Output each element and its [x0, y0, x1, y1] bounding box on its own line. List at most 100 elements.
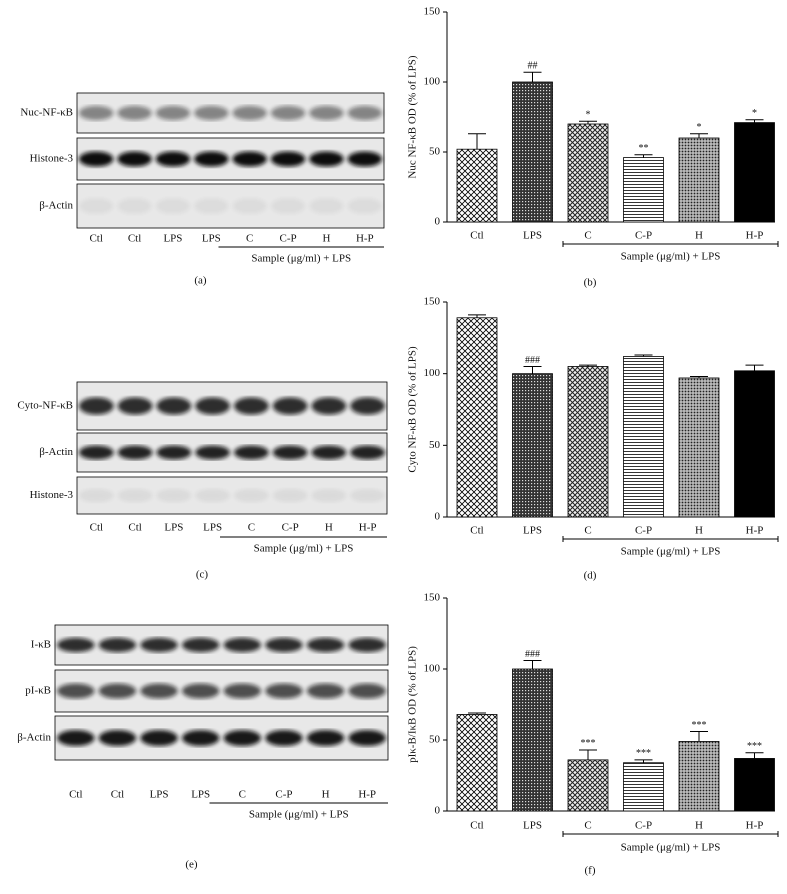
- bar: [678, 741, 720, 812]
- bar: [512, 668, 553, 812]
- blot-band: [78, 151, 114, 167]
- blot-row-label: β-Actin: [17, 732, 51, 744]
- blot-band: [156, 445, 192, 460]
- bar: [623, 356, 664, 518]
- lane-label: C: [248, 522, 255, 534]
- blot-band: [155, 151, 191, 167]
- x-tick-label: C: [584, 525, 591, 537]
- panel-caption: (f): [585, 865, 596, 877]
- blot-row-label: Histone-3: [30, 153, 74, 165]
- blot-band: [117, 488, 153, 503]
- x-tick-label: H-P: [746, 820, 764, 832]
- blot-row-label: β-Actin: [39, 200, 73, 212]
- bar: [512, 81, 553, 223]
- blot-band: [233, 445, 269, 460]
- blot-band: [57, 730, 95, 746]
- blot-band: [57, 637, 95, 653]
- blot-band: [194, 151, 229, 167]
- x-tick-label: C-P: [635, 820, 652, 832]
- blot-band: [348, 637, 386, 653]
- lane-label: Ctl: [128, 522, 141, 534]
- blot-band: [194, 198, 229, 214]
- blot-band: [78, 105, 114, 121]
- blot-band: [195, 397, 231, 415]
- blot-band: [311, 397, 347, 415]
- significance-label: *: [586, 109, 591, 120]
- y-axis-label: Cyto NF-κB OD (% of LPS): [407, 346, 419, 473]
- x-tick-label: H: [695, 820, 703, 832]
- blot-band: [233, 488, 269, 503]
- blot-band: [265, 637, 303, 653]
- significance-label: **: [639, 143, 649, 154]
- lane-label: C: [239, 789, 246, 801]
- lane-label: Ctl: [128, 233, 141, 245]
- blot-band: [306, 637, 345, 653]
- blot-band: [270, 198, 306, 214]
- lane-label: Ctl: [111, 789, 124, 801]
- y-tick-label: 0: [435, 511, 441, 523]
- lane-label: H: [322, 233, 330, 245]
- blot-band: [265, 683, 303, 699]
- bar: [734, 370, 775, 518]
- x-tick-label: Ctl: [470, 820, 483, 832]
- x-tick-label: H-P: [746, 525, 764, 537]
- blot-band: [265, 730, 303, 746]
- significance-label: ##: [528, 60, 538, 71]
- lane-label: LPS: [164, 522, 183, 534]
- bar: [623, 762, 664, 812]
- blot-band: [270, 105, 306, 121]
- blot-band: [347, 105, 383, 121]
- blot-row-label: β-Actin: [39, 446, 73, 458]
- lane-label: H: [322, 789, 330, 801]
- x-tick-label: LPS: [523, 230, 542, 242]
- blot-band: [309, 151, 344, 167]
- blot-band: [117, 397, 153, 415]
- x-tick-label: LPS: [523, 525, 542, 537]
- blot-band: [232, 151, 267, 167]
- y-tick-label: 100: [424, 76, 441, 88]
- panel-caption: (e): [185, 859, 198, 871]
- y-tick-label: 150: [424, 6, 441, 18]
- blot-band: [233, 397, 269, 415]
- blot-band: [181, 683, 220, 699]
- bar: [734, 122, 775, 223]
- blot-band: [223, 683, 262, 699]
- blot-band: [155, 105, 191, 121]
- y-tick-label: 150: [424, 592, 441, 604]
- blot-band: [78, 397, 114, 415]
- lane-label: H-P: [358, 789, 376, 801]
- panel-caption: (b): [584, 277, 597, 289]
- y-tick-label: 50: [429, 146, 441, 158]
- blot-band: [195, 488, 231, 503]
- y-tick-label: 100: [424, 663, 441, 675]
- bar: [678, 377, 720, 518]
- significance-label: ###: [525, 355, 540, 366]
- lane-label: H-P: [359, 522, 377, 534]
- x-tick-label: Ctl: [470, 525, 483, 537]
- x-tick-label: C-P: [635, 230, 652, 242]
- bar: [456, 714, 498, 812]
- significance-label: *: [752, 108, 757, 119]
- significance-label: ***: [581, 738, 596, 749]
- panel-caption: (c): [196, 569, 209, 581]
- blot-band: [78, 198, 114, 214]
- blot-band: [155, 198, 191, 214]
- blot-band: [140, 637, 178, 653]
- blot-band: [223, 637, 262, 653]
- blot-row-label: pI-κB: [25, 685, 51, 697]
- blot-band: [309, 198, 344, 214]
- y-axis-label: Nuc NF-κB OD (% of LPS): [407, 55, 419, 179]
- lane-label: C-P: [280, 233, 297, 245]
- significance-label: ***: [747, 741, 762, 752]
- bar: [456, 148, 498, 223]
- bar: [734, 758, 775, 812]
- bar: [678, 137, 720, 223]
- blot-row-label: Cyto-NF-κB: [17, 400, 73, 412]
- blot-band: [272, 397, 308, 415]
- x-tick-label: LPS: [523, 820, 542, 832]
- significance-label: ###: [525, 649, 540, 660]
- blot-band: [348, 683, 386, 699]
- blot-band: [156, 488, 192, 503]
- y-tick-label: 50: [429, 439, 441, 451]
- lane-label: LPS: [191, 789, 210, 801]
